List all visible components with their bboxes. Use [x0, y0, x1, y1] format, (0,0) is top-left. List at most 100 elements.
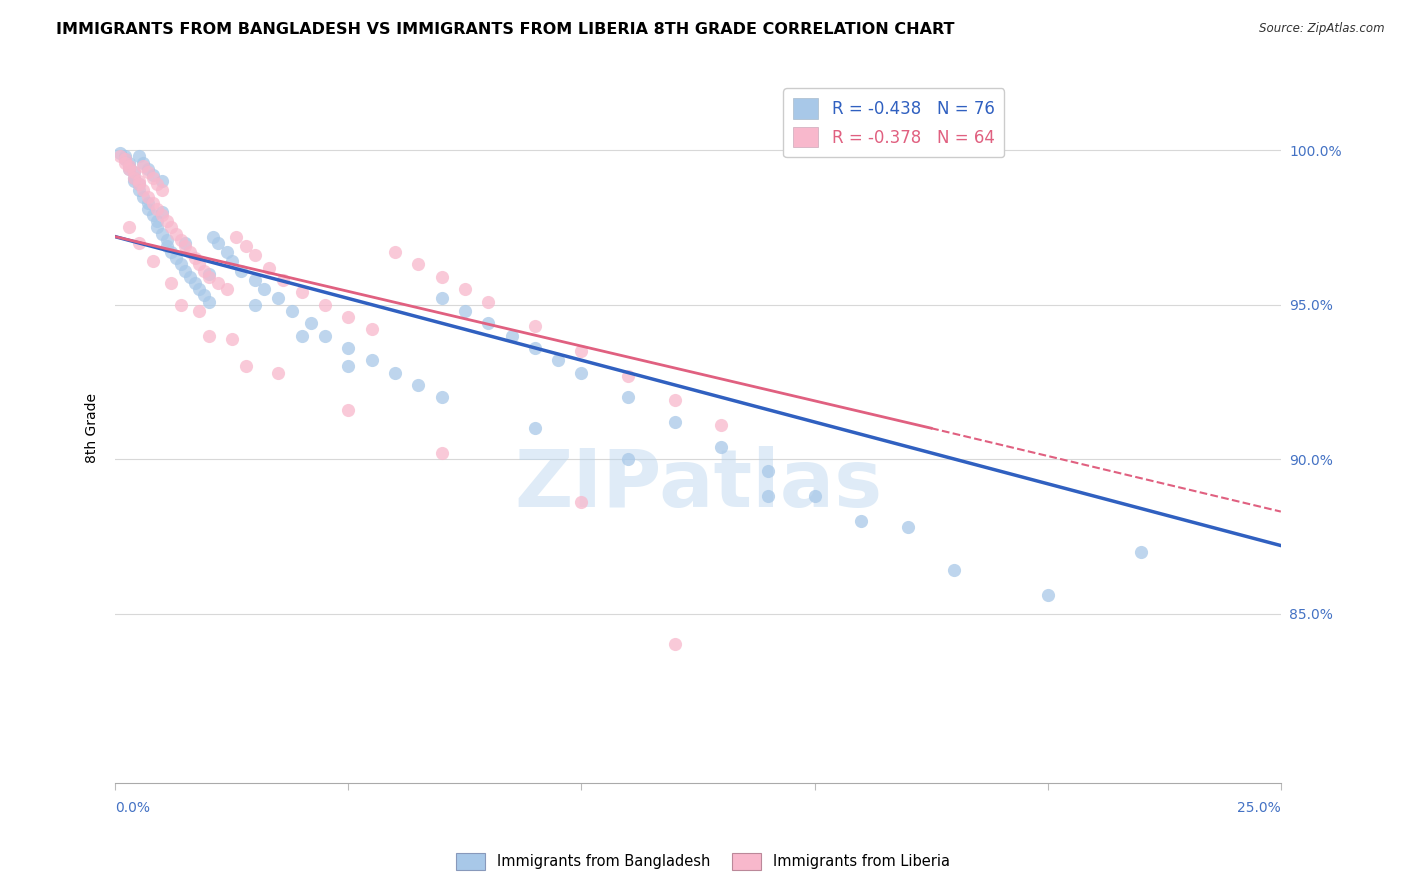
Point [197, 294, 219, 309]
Point [188, 303, 211, 318]
Point [477, 294, 499, 309]
Point [710, 440, 733, 454]
Point [803, 489, 825, 503]
Point [523, 319, 546, 334]
Point [114, 153, 136, 167]
Point [523, 421, 546, 435]
Point [571, 495, 593, 509]
Point [122, 174, 145, 188]
Point [267, 292, 290, 306]
Point [160, 245, 183, 260]
Point [617, 452, 640, 467]
Point [136, 202, 159, 216]
Point [454, 303, 477, 318]
Text: ZIPatlas: ZIPatlas [515, 446, 882, 524]
Point [897, 520, 920, 534]
Point [108, 149, 131, 163]
Point [217, 282, 239, 296]
Point [142, 171, 165, 186]
Point [231, 263, 253, 277]
Point [299, 316, 322, 330]
Point [128, 149, 150, 163]
Point [337, 341, 360, 355]
Point [146, 202, 169, 216]
Text: IMMIGRANTS FROM BANGLADESH VS IMMIGRANTS FROM LIBERIA 8TH GRADE CORRELATION CHAR: IMMIGRANTS FROM BANGLADESH VS IMMIGRANTS… [56, 22, 955, 37]
Point [501, 328, 523, 343]
Point [193, 288, 215, 302]
Point [160, 220, 183, 235]
Point [267, 366, 290, 380]
Point [257, 260, 280, 275]
Point [132, 183, 155, 197]
Point [360, 322, 382, 336]
Point [165, 227, 187, 241]
Point [943, 563, 966, 577]
Point [384, 366, 406, 380]
Point [118, 159, 141, 173]
Point [756, 489, 779, 503]
Point [217, 245, 239, 260]
Text: Source: ZipAtlas.com: Source: ZipAtlas.com [1260, 22, 1385, 36]
Point [136, 165, 159, 179]
Point [155, 233, 177, 247]
Point [291, 285, 314, 300]
Point [174, 235, 197, 250]
Point [408, 258, 430, 272]
Point [197, 269, 219, 284]
Point [122, 171, 145, 186]
Point [114, 149, 136, 163]
Point [314, 298, 336, 312]
Point [136, 161, 159, 176]
Point [122, 165, 145, 179]
Point [132, 159, 155, 173]
Point [169, 233, 191, 247]
Point [136, 189, 159, 203]
Point [174, 263, 197, 277]
Point [225, 229, 247, 244]
Point [193, 263, 215, 277]
Point [664, 393, 686, 408]
Point [146, 220, 169, 235]
Point [360, 353, 382, 368]
Point [430, 390, 453, 404]
Point [150, 205, 173, 219]
Point [169, 298, 191, 312]
Point [142, 195, 165, 210]
Point [128, 235, 150, 250]
Point [179, 269, 201, 284]
Point [384, 245, 406, 260]
Point [188, 282, 211, 296]
Point [128, 177, 150, 191]
Point [337, 402, 360, 417]
Point [197, 267, 219, 281]
Point [169, 258, 191, 272]
Point [664, 415, 686, 429]
Point [221, 332, 243, 346]
Point [571, 343, 593, 358]
Point [477, 316, 499, 330]
Point [108, 146, 131, 161]
Point [179, 245, 201, 260]
Point [122, 171, 145, 186]
Point [146, 177, 169, 191]
Point [160, 276, 183, 290]
Point [243, 273, 266, 287]
Point [1129, 545, 1152, 559]
Point [118, 220, 141, 235]
Point [183, 276, 205, 290]
Point [183, 252, 205, 266]
Legend: Immigrants from Bangladesh, Immigrants from Liberia: Immigrants from Bangladesh, Immigrants f… [450, 847, 956, 876]
Point [617, 390, 640, 404]
Point [430, 292, 453, 306]
Point [118, 161, 141, 176]
Point [408, 378, 430, 392]
Point [118, 159, 141, 173]
Point [1036, 588, 1059, 602]
Point [291, 328, 314, 343]
Point [155, 214, 177, 228]
Point [114, 155, 136, 169]
Point [253, 282, 276, 296]
Point [150, 174, 173, 188]
Point [150, 208, 173, 222]
Point [756, 465, 779, 479]
